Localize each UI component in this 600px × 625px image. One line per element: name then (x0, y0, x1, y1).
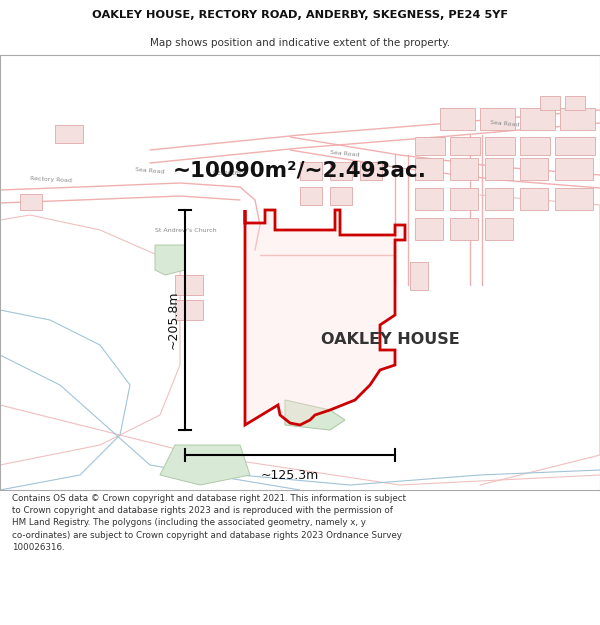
Bar (485, 188, 513, 210)
Bar (450, 137, 480, 155)
Bar (20, 194, 42, 210)
Bar (300, 162, 322, 180)
Bar (520, 137, 550, 155)
Bar (175, 300, 203, 320)
Bar (555, 158, 593, 180)
Text: Rectory Road: Rectory Road (30, 176, 72, 183)
Text: Cemetery: Cemetery (213, 170, 247, 176)
Bar (485, 158, 513, 180)
Bar (540, 96, 560, 110)
Bar (175, 275, 203, 295)
Text: ~125.3m: ~125.3m (261, 469, 319, 482)
Text: Sea Road: Sea Road (135, 168, 164, 175)
Bar (300, 187, 322, 205)
Text: St Andrew's Church: St Andrew's Church (155, 228, 217, 232)
Bar (330, 187, 352, 205)
Text: ~205.8m: ~205.8m (167, 291, 179, 349)
Bar (485, 137, 515, 155)
Bar (415, 218, 443, 240)
Bar (440, 108, 475, 130)
Bar (520, 158, 548, 180)
Bar (415, 137, 445, 155)
Bar (565, 96, 585, 110)
Bar (410, 262, 428, 290)
Text: Contains OS data © Crown copyright and database right 2021. This information is : Contains OS data © Crown copyright and d… (12, 494, 406, 552)
Bar (485, 218, 513, 240)
Text: ~10090m²/~2.493ac.: ~10090m²/~2.493ac. (173, 160, 427, 180)
Polygon shape (245, 210, 405, 425)
Bar (480, 108, 515, 130)
Bar (520, 188, 548, 210)
Polygon shape (155, 245, 185, 275)
Bar (450, 158, 478, 180)
Bar (415, 158, 443, 180)
Text: OAKLEY HOUSE, RECTORY ROAD, ANDERBY, SKEGNESS, PE24 5YF: OAKLEY HOUSE, RECTORY ROAD, ANDERBY, SKE… (92, 11, 508, 21)
Bar (360, 162, 382, 180)
Bar (555, 188, 593, 210)
Bar (560, 108, 595, 130)
Bar (450, 218, 478, 240)
Text: Map shows position and indicative extent of the property.: Map shows position and indicative extent… (150, 38, 450, 48)
Text: Sea Road: Sea Road (330, 151, 359, 158)
Bar (55, 125, 83, 143)
Bar (415, 188, 443, 210)
Text: Sea Road: Sea Road (490, 121, 520, 128)
Polygon shape (285, 400, 345, 430)
Bar (450, 188, 478, 210)
Text: OAKLEY HOUSE: OAKLEY HOUSE (320, 332, 460, 348)
Bar (555, 137, 595, 155)
Bar (330, 162, 352, 180)
Bar (520, 108, 555, 130)
Polygon shape (160, 445, 250, 485)
